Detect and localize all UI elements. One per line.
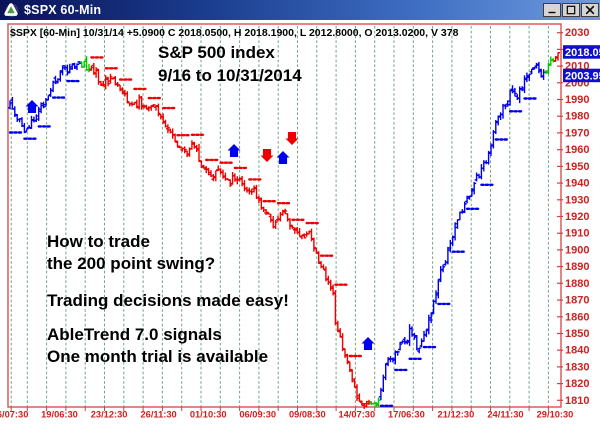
- svg-text:1930: 1930: [565, 194, 589, 206]
- svg-text:1870: 1870: [565, 295, 589, 307]
- svg-text:1900: 1900: [565, 244, 589, 256]
- svg-text:1920: 1920: [565, 211, 589, 223]
- svg-text:AbleTrend 7.0 signals: AbleTrend 7.0 signals: [47, 325, 222, 344]
- svg-text:1980: 1980: [565, 111, 589, 123]
- svg-text:17/06:30: 17/06:30: [388, 410, 425, 420]
- svg-text:26/11:30: 26/11:30: [140, 410, 176, 420]
- svg-text:1860: 1860: [565, 311, 589, 323]
- svg-text:1910: 1910: [565, 228, 589, 240]
- svg-text:1990: 1990: [565, 94, 589, 106]
- svg-text:23/12:30: 23/12:30: [91, 410, 128, 420]
- svg-text:1960: 1960: [565, 144, 589, 156]
- svg-text:2003.95: 2003.95: [565, 71, 600, 83]
- svg-text:29/10:30: 29/10:30: [537, 410, 574, 420]
- svg-text:14/07:30: 14/07:30: [338, 410, 375, 420]
- svg-text:the 200 point swing?: the 200 point swing?: [47, 254, 215, 273]
- svg-text:9/16 to 10/31/2014: 9/16 to 10/31/2014: [158, 66, 302, 85]
- svg-text:09/08:30: 09/08:30: [289, 410, 326, 420]
- svg-text:1820: 1820: [565, 378, 589, 390]
- svg-text:01/10:30: 01/10:30: [190, 410, 227, 420]
- svg-text:1850: 1850: [565, 328, 589, 340]
- svg-text:24/11:30: 24/11:30: [487, 410, 523, 420]
- svg-text:$SPX [60-Min] 10/31/14 +5.0900: $SPX [60-Min] 10/31/14 +5.0900 C 2018.05…: [10, 27, 459, 39]
- svg-text:1880: 1880: [565, 278, 589, 290]
- svg-text:1810: 1810: [565, 395, 589, 407]
- svg-text:2030: 2030: [565, 27, 589, 39]
- svg-text:S&P 500 index: S&P 500 index: [158, 43, 275, 62]
- svg-text:1830: 1830: [565, 361, 589, 373]
- svg-text:1950: 1950: [565, 161, 589, 173]
- svg-text:Trading decisions made easy!: Trading decisions made easy!: [47, 291, 289, 310]
- svg-text:1890: 1890: [565, 261, 589, 273]
- svg-text:2018.05: 2018.05: [565, 47, 600, 59]
- svg-text:16/07:30: 16/07:30: [0, 410, 28, 420]
- svg-text:1840: 1840: [565, 345, 589, 357]
- svg-text:1940: 1940: [565, 178, 589, 190]
- svg-text:1970: 1970: [565, 127, 589, 139]
- svg-text:19/06:30: 19/06:30: [41, 410, 78, 420]
- svg-text:21/12:30: 21/12:30: [438, 410, 475, 420]
- svg-text:How to trade: How to trade: [47, 232, 150, 251]
- svg-text:One month trial is available: One month trial is available: [47, 347, 268, 366]
- svg-text:06/09:30: 06/09:30: [239, 410, 276, 420]
